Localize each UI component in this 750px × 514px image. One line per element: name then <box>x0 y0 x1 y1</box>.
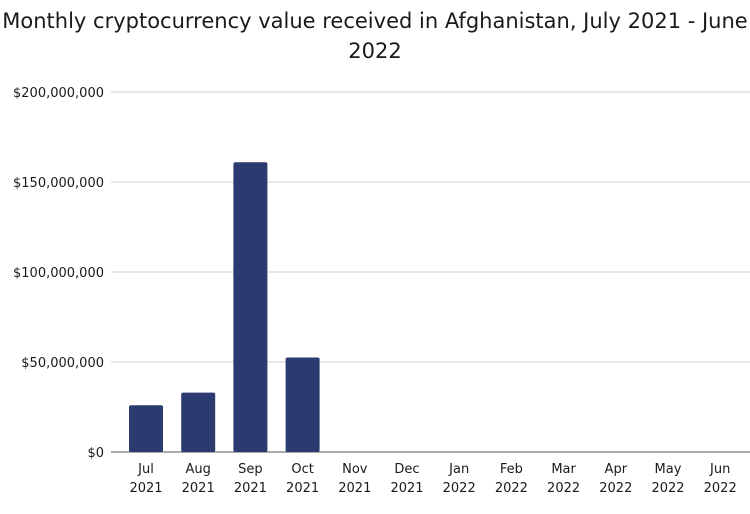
y-tick-label: $0 <box>87 446 104 461</box>
x-tick-label-month: May <box>655 462 682 477</box>
x-tick-label-month: Sep <box>238 462 263 477</box>
x-tick-label-month: Jul <box>137 462 154 477</box>
x-tick-label-year: 2022 <box>443 481 476 496</box>
x-tick-label-month: Apr <box>605 462 628 477</box>
x-tick-label-month: Jun <box>709 462 730 477</box>
x-tick-label-month: Mar <box>551 462 576 477</box>
bars <box>129 162 320 452</box>
x-tick-label-year: 2021 <box>390 481 423 496</box>
x-axis-tick-labels: Jul 2021 Aug 2021 Sep 2021 Oct 2021 Nov 2021 Dec 20… <box>129 462 736 496</box>
x-tick-label-year: 2022 <box>495 481 528 496</box>
y-tick-label: $50,000,000 <box>21 356 104 371</box>
bar-aug-2021 <box>181 392 216 452</box>
gridlines <box>111 91 750 453</box>
x-tick-label-year: 2021 <box>234 481 267 496</box>
y-tick-label: $100,000,000 <box>13 266 104 281</box>
x-tick-label-month: Nov <box>342 462 368 477</box>
x-tick-label-year: 2021 <box>338 481 371 496</box>
x-tick-label-year: 2022 <box>599 481 632 496</box>
x-tick-label-year: 2022 <box>651 481 684 496</box>
x-tick-label-month: Jan <box>448 462 469 477</box>
bar-jul-2021 <box>129 405 163 452</box>
x-tick-label-month: Aug <box>186 462 211 477</box>
x-tick-label-year: 2022 <box>704 481 737 496</box>
y-tick-label: $150,000,000 <box>13 176 104 191</box>
x-tick-label-year: 2021 <box>182 481 215 496</box>
x-tick-label-year: 2021 <box>286 481 319 496</box>
x-tick-label-year: 2021 <box>129 481 162 496</box>
x-tick-label-month: Feb <box>500 462 523 477</box>
bar-sep-2021 <box>233 162 268 452</box>
x-tick-label-year: 2022 <box>547 481 580 496</box>
y-tick-label: $200,000,000 <box>13 86 104 101</box>
y-axis-tick-labels: $0 $50,000,000 $100,000,000 $150,000,000 $20… <box>13 86 104 461</box>
x-tick-label-month: Dec <box>394 462 419 477</box>
x-tick-label-month: Oct <box>291 462 313 477</box>
chart-title: Monthly cryptocurrency value received in… <box>2 9 748 63</box>
bar-oct-2021 <box>285 357 320 452</box>
